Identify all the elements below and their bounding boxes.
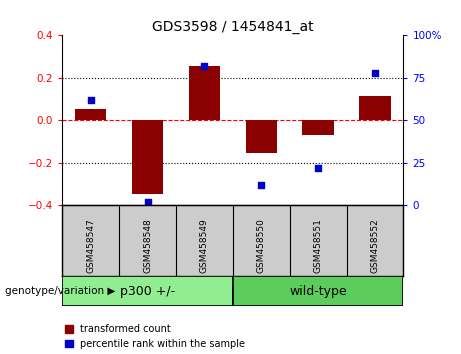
Text: GSM458549: GSM458549 bbox=[200, 218, 209, 273]
Bar bbox=[302, 120, 334, 135]
FancyBboxPatch shape bbox=[233, 276, 403, 306]
Bar bbox=[132, 120, 163, 194]
Point bbox=[371, 70, 378, 76]
Bar bbox=[75, 109, 106, 120]
Point bbox=[201, 63, 208, 69]
Text: GSM458552: GSM458552 bbox=[371, 218, 379, 273]
Bar bbox=[246, 120, 277, 153]
Point bbox=[314, 165, 322, 171]
Text: wild-type: wild-type bbox=[290, 285, 347, 298]
Legend: transformed count, percentile rank within the sample: transformed count, percentile rank withi… bbox=[65, 324, 245, 349]
Text: GSM458551: GSM458551 bbox=[313, 218, 323, 273]
Text: GSM458547: GSM458547 bbox=[86, 218, 95, 273]
Text: p300 +/-: p300 +/- bbox=[120, 285, 175, 298]
Point bbox=[258, 182, 265, 188]
Text: genotype/variation ▶: genotype/variation ▶ bbox=[5, 286, 115, 296]
Point bbox=[87, 97, 95, 103]
FancyBboxPatch shape bbox=[62, 276, 233, 306]
Point bbox=[144, 199, 151, 205]
Title: GDS3598 / 1454841_at: GDS3598 / 1454841_at bbox=[152, 21, 313, 34]
Text: GSM458548: GSM458548 bbox=[143, 218, 152, 273]
Bar bbox=[189, 66, 220, 120]
Text: GSM458550: GSM458550 bbox=[257, 218, 266, 273]
Bar bbox=[359, 96, 390, 120]
